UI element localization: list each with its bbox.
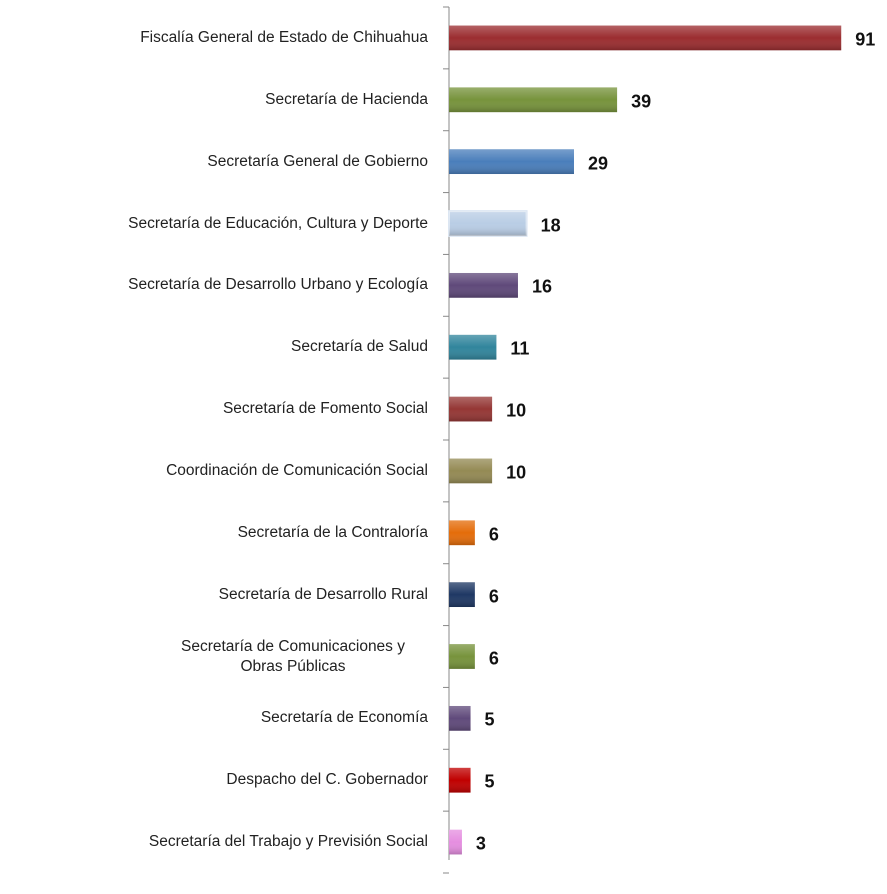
bar-shade: [449, 458, 493, 484]
bar-shade: [449, 211, 527, 236]
category-label: Secretaría de Desarrollo Urbano y Ecolog…: [128, 276, 428, 294]
bar-shade: [449, 582, 475, 608]
bar-shade: [449, 767, 471, 793]
value-label: 5: [484, 771, 495, 792]
value-label: 11: [510, 338, 530, 359]
category-label: Secretaría de Hacienda: [265, 90, 428, 108]
category-label: Secretaría de Fomento Social: [222, 400, 428, 418]
bar-shade: [449, 705, 471, 731]
bar-shade: [449, 87, 618, 113]
value-label: 3: [475, 833, 486, 854]
value-label: 6: [488, 648, 499, 668]
bar-shade: [449, 520, 475, 546]
value-label: 5: [484, 709, 495, 730]
bar-shade: [449, 272, 518, 298]
bar-shade: [449, 334, 497, 360]
category-label: Secretaría de Educación, Cultura y Depor…: [128, 214, 428, 232]
value-label: 16: [531, 276, 552, 297]
category-label: Secretaría de Salud: [290, 338, 428, 356]
bar-shade: [449, 25, 842, 51]
category-label: Secretaría General de Gobierno: [207, 152, 428, 170]
value-label: 18: [540, 215, 561, 235]
category-label: Secretaría de Comunicaciones y Obras Púb…: [180, 637, 405, 675]
category-label: Secretaría de Desarrollo Rural: [218, 585, 428, 603]
bar-shade: [449, 644, 475, 669]
value-label: 6: [488, 524, 499, 545]
category-label: Despacho del C. Gobernador: [226, 771, 428, 789]
bar-shade: [449, 149, 574, 175]
category-label: Fiscalía General de Estado de Chihuahua: [140, 28, 428, 46]
value-label: 29: [587, 153, 609, 174]
value-label: 10: [506, 462, 527, 483]
value-label: 6: [488, 586, 499, 607]
category-label: Secretaría del Trabajo y Previsión Socia…: [148, 833, 428, 851]
bar-shade: [449, 829, 462, 855]
bar-shade: [449, 396, 493, 422]
value-label: 91: [855, 29, 876, 50]
value-label: 10: [506, 400, 527, 421]
category-label: Coordinación de Comunicación Social: [166, 461, 428, 479]
value-label: 39: [631, 91, 652, 112]
category-label: Secretaría de Economía: [260, 709, 428, 727]
category-label: Secretaría de la Contraloría: [237, 523, 428, 541]
